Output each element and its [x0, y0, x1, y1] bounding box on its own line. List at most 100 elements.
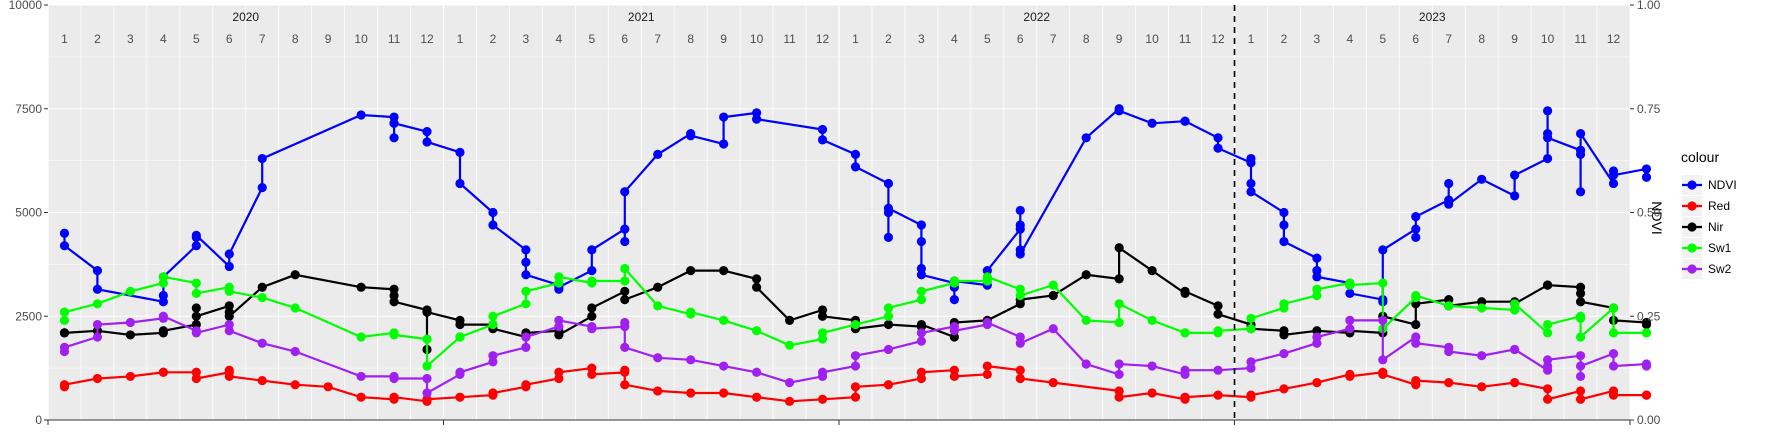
month-label: 11: [1574, 32, 1587, 46]
data-point-ndvi: [257, 183, 267, 193]
data-point-ndvi: [1411, 212, 1421, 222]
data-point-sw1: [1345, 280, 1355, 290]
data-point-sw1: [1279, 299, 1289, 309]
legend-label-nir: Nir: [1708, 220, 1723, 234]
data-point-nir: [1048, 290, 1058, 301]
data-point-sw1: [817, 328, 828, 338]
data-point-ndvi: [1608, 170, 1619, 180]
data-point-ndvi: [521, 245, 531, 255]
data-point-red: [389, 392, 399, 402]
data-point-sw1: [290, 303, 300, 313]
data-point-sw2: [1378, 315, 1388, 325]
data-point-sw2: [817, 367, 828, 377]
data-point-sw1: [1378, 278, 1388, 288]
data-point-ndvi: [883, 232, 894, 242]
data-point-nir: [422, 307, 432, 317]
data-point-ndvi: [1015, 220, 1025, 230]
series-marks: [59, 5, 1652, 420]
data-point-ndvi: [1279, 236, 1289, 247]
data-point-ndvi: [92, 266, 103, 276]
data-point-red: [1180, 392, 1190, 402]
data-point-sw1: [59, 315, 70, 325]
y2-tick-label: 0.25: [1637, 309, 1661, 323]
data-point-ndvi: [1312, 272, 1322, 282]
data-point-sw2: [257, 338, 267, 348]
data-point-ndvi: [1213, 143, 1223, 153]
data-point-ndvi: [455, 178, 465, 189]
month-label: 11: [1179, 32, 1192, 46]
data-point-red: [653, 386, 663, 396]
data-point-sw2: [982, 317, 992, 328]
data-point-sw2: [1575, 351, 1586, 361]
data-point-ndvi: [224, 261, 234, 272]
data-point-sw1: [1114, 299, 1124, 309]
data-point-nir: [752, 274, 762, 284]
data-point-sw2: [191, 328, 201, 338]
data-point-sw2: [1114, 359, 1124, 369]
year-label: 2021: [628, 10, 655, 24]
data-point-sw1: [422, 361, 432, 371]
data-point-sw1: [784, 340, 795, 350]
data-point-ndvi: [850, 162, 861, 172]
data-point-sw1: [191, 288, 201, 299]
month-label: 1: [1248, 32, 1255, 46]
y2-tick-label: 0.00: [1637, 413, 1661, 427]
data-point-ndvi: [488, 220, 498, 230]
data-point-sw2: [158, 311, 168, 321]
data-point-nir: [1213, 301, 1223, 311]
month-label: 4: [951, 32, 958, 46]
data-point-sw2: [1411, 338, 1421, 348]
data-point-red: [59, 380, 70, 390]
y2-tick-label: 1.00: [1637, 0, 1661, 12]
data-point-red: [883, 380, 894, 390]
data-point-sw1: [1246, 324, 1256, 334]
data-point-sw2: [389, 373, 399, 384]
data-point-nir: [1543, 280, 1553, 290]
data-point-red: [1312, 378, 1322, 388]
data-point-red: [587, 369, 597, 379]
data-point-ndvi: [1180, 116, 1190, 126]
data-point-ndvi: [389, 133, 399, 143]
data-point-red: [620, 365, 630, 375]
data-point-ndvi: [1575, 129, 1586, 139]
data-point-sw1: [1477, 303, 1487, 313]
data-point-red: [92, 373, 103, 384]
data-point-sw1: [1444, 301, 1454, 311]
data-point-red: [1575, 386, 1586, 396]
data-point-sw1: [1543, 319, 1553, 330]
data-point-ndvi: [455, 147, 465, 157]
data-point-red: [784, 396, 795, 406]
data-point-ndvi: [686, 131, 696, 141]
data-point-sw2: [59, 342, 70, 352]
data-point-ndvi: [92, 284, 103, 294]
legend-dot-ndvi: [1687, 180, 1697, 190]
data-point-nir: [587, 303, 597, 313]
month-label: 3: [127, 32, 134, 46]
month-label: 2: [885, 32, 892, 46]
data-point-red: [1114, 392, 1124, 402]
data-point-sw2: [1378, 355, 1388, 365]
data-point-sw2: [653, 353, 663, 363]
data-point-ndvi: [1444, 199, 1454, 209]
data-point-sw1: [191, 278, 201, 288]
month-label: 3: [918, 32, 925, 46]
month-label: 10: [1541, 32, 1555, 46]
data-point-sw2: [1345, 324, 1355, 334]
month-label: 4: [556, 32, 563, 46]
data-point-nir: [916, 319, 926, 330]
data-point-sw1: [719, 315, 729, 325]
data-point-sw2: [850, 351, 861, 361]
data-point-sw2: [620, 342, 630, 352]
data-point-ndvi: [883, 203, 894, 213]
data-point-sw1: [1048, 280, 1058, 290]
data-point-sw2: [1608, 349, 1619, 359]
data-point-ndvi: [1213, 133, 1223, 143]
data-point-sw2: [1575, 371, 1586, 382]
data-point-sw2: [554, 315, 564, 325]
data-point-red: [257, 375, 267, 386]
series-line-sw2: [63, 314, 1648, 395]
data-point-ndvi: [620, 236, 630, 247]
data-point-sw2: [587, 324, 597, 334]
month-label: 5: [588, 32, 595, 46]
data-point-nir: [1213, 309, 1223, 319]
